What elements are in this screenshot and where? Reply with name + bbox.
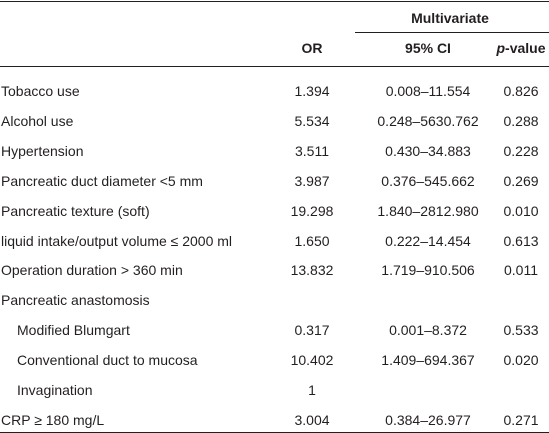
- cell-value: 0.317: [294, 322, 330, 339]
- cell-value: 0.222–14.454: [385, 232, 471, 249]
- group-rule: [355, 32, 549, 33]
- cell-value: 10.402: [290, 352, 334, 369]
- header-rule: [0, 66, 549, 67]
- row-label: Pancreatic duct diameter <5 mm: [1, 172, 203, 189]
- cell-value: 3.987: [294, 172, 330, 189]
- cell-value: 0.271: [503, 411, 539, 428]
- cell-value: 0.533: [503, 322, 539, 339]
- row-label: Hypertension: [1, 142, 84, 159]
- row-label: Conventional duct to mucosa: [17, 352, 198, 369]
- cell-value: 0.384–26.977: [385, 411, 471, 428]
- cell-value: 0.001–8.372: [389, 322, 467, 339]
- p-value-header: p-value: [496, 40, 546, 56]
- cell-value: 1.409–694.367: [381, 352, 475, 369]
- column-header: OR: [301, 40, 323, 56]
- group-header: Multivariate: [411, 10, 489, 26]
- cell-value: 1.719–910.506: [381, 262, 475, 279]
- cell-value: 0.288: [503, 112, 539, 129]
- row-label: Pancreatic texture (soft): [1, 202, 150, 219]
- cell-value: 0.613: [503, 232, 539, 249]
- cell-value: 3.004: [294, 411, 330, 428]
- cell-value: 1.394: [294, 83, 330, 99]
- cell-value: 0.010: [503, 202, 539, 219]
- cell-value: 0.248–5630.762: [377, 112, 479, 129]
- cell-value: 0.376–545.662: [381, 172, 475, 189]
- cell-value: 13.832: [290, 262, 334, 279]
- row-label: Operation duration > 360 min: [1, 262, 183, 279]
- cell-value: 19.298: [290, 202, 334, 219]
- cell-value: 3.511: [295, 142, 329, 159]
- top-rule: [0, 1, 549, 2]
- row-label: CRP ≥ 180 mg/L: [1, 411, 105, 428]
- row-label: liquid intake/output volume ≤ 2000 ml: [1, 232, 233, 249]
- row-label: Invagination: [17, 382, 93, 398]
- cell-value: 0.269: [503, 172, 539, 189]
- group-label: Pancreatic anastomosis: [1, 292, 150, 309]
- cell-value: 5.534: [294, 112, 330, 129]
- cell-value: 1.840–2812.980: [377, 202, 479, 219]
- cell-value: 1: [308, 382, 316, 398]
- cell-value: 0.826: [503, 83, 539, 99]
- cell-value: 0.020: [503, 352, 539, 369]
- column-header: 95% CI: [405, 40, 451, 56]
- cell-value: 0.228: [503, 142, 539, 159]
- row-label: Tobacco use: [1, 83, 80, 99]
- cell-value: 1.650: [294, 232, 330, 249]
- column-header: p-value: [496, 39, 545, 57]
- cell-value: 0.008–11.554: [385, 83, 471, 99]
- row-label: Alcohol use: [1, 112, 74, 129]
- cell-value: 0.430–34.883: [385, 142, 471, 159]
- cell-value: 0.011: [504, 262, 538, 279]
- row-label: Modified Blumgart: [17, 322, 130, 339]
